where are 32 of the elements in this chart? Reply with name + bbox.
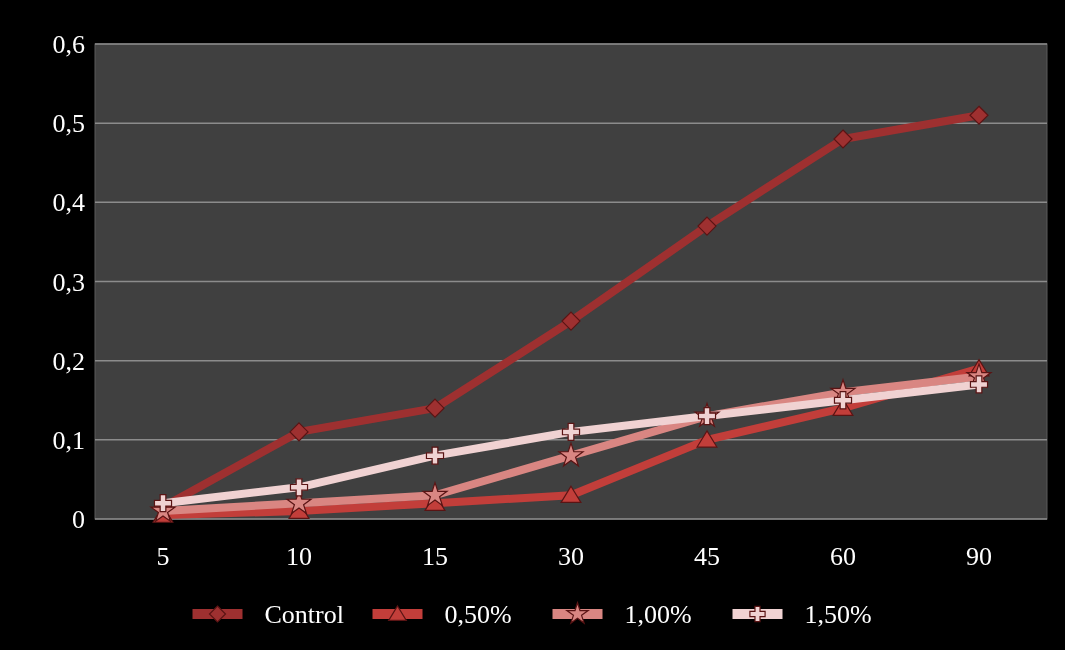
- point: [561, 422, 581, 442]
- x-tick-label: 15: [422, 542, 448, 571]
- point: [422, 482, 448, 507]
- y-tick-label: 0,6: [52, 30, 85, 60]
- x-tick-label: 45: [694, 542, 720, 571]
- point: [425, 398, 445, 418]
- y-tick-label: 0,2: [52, 346, 85, 376]
- y-tick-label: 0,4: [52, 188, 85, 218]
- point: [558, 442, 584, 467]
- point: [833, 129, 853, 149]
- x-tick-label: 10: [286, 542, 312, 571]
- legend-label: 1,50%: [804, 600, 872, 630]
- legend-label: 0,50%: [444, 600, 512, 630]
- point: [560, 485, 582, 504]
- x-tick-label: 5: [156, 542, 170, 571]
- x-tick-label: 30: [558, 542, 584, 571]
- x-tick-label: 90: [966, 542, 992, 571]
- y-tick-label: 0,1: [52, 425, 85, 455]
- point: [561, 311, 581, 331]
- point: [289, 422, 309, 442]
- legend-label: 1,00%: [624, 600, 692, 630]
- point: [697, 216, 717, 236]
- legend-label: Control: [264, 600, 344, 630]
- y-tick-label: 0,5: [52, 109, 85, 139]
- y-tick-label: 0: [72, 505, 85, 535]
- point: [289, 478, 309, 497]
- y-tick-label: 0,3: [52, 267, 85, 297]
- point: [425, 446, 445, 465]
- point: [696, 430, 718, 448]
- point: [969, 105, 989, 125]
- x-tick-label: 60: [830, 542, 856, 571]
- point: [153, 494, 173, 513]
